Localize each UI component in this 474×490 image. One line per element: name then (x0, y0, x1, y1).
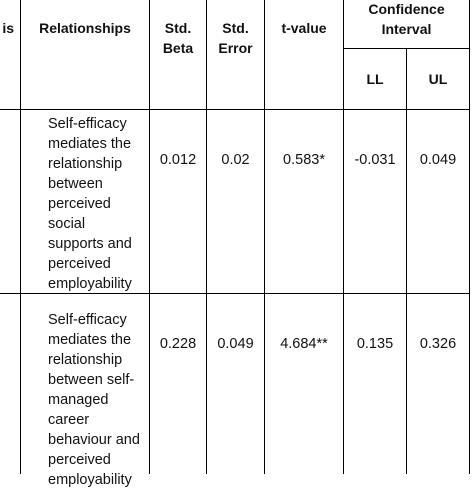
row-divider (0, 293, 470, 294)
row-2-ul-text: 0.326 (419, 336, 457, 352)
row-2-t-value-text: 4.684** (280, 336, 328, 352)
header-relationships-text: Relationships (39, 19, 131, 36)
header-hypothesis-text: is (2, 19, 14, 36)
header-confidence-interval: Confidence Interval (344, 0, 469, 42)
row-divider (343, 48, 470, 49)
header-std-beta: Std. Beta (150, 10, 206, 66)
row-2-ll-text: 0.135 (356, 336, 394, 352)
header-std-error: Std. Error (207, 10, 264, 66)
row-1-ul-text: 0.049 (419, 152, 457, 168)
header-t-value: t-value (265, 0, 343, 55)
col-divider (469, 0, 470, 474)
table-row-2-std-error: 0.049 (207, 294, 264, 394)
table-row-2-t-value: 4.684** (265, 294, 343, 394)
row-2-std-beta-text: 0.228 (159, 336, 197, 352)
table-row-2-std-beta: 0.228 (150, 294, 206, 394)
row-1-std-error-text: 0.02 (221, 152, 250, 168)
table-row-1-t-value: 0.583* (265, 110, 343, 210)
col-divider (206, 0, 207, 474)
col-divider (406, 48, 407, 474)
table-row-1-std-error: 0.02 (207, 110, 264, 210)
header-ll-text: LL (366, 71, 384, 87)
row-2-relationship-text: Self-efficacy mediates the relationship … (48, 312, 140, 488)
table-row-1-ul: 0.049 (407, 110, 469, 210)
col-divider (20, 0, 21, 474)
table-row-2-ll: 0.135 (344, 294, 406, 394)
row-2-std-error-text: 0.049 (217, 336, 254, 352)
header-relationships: Relationships (21, 0, 149, 55)
table-row-1-std-beta: 0.012 (150, 110, 206, 210)
table-row-1-relationship: Self-efficacy mediates the relationship … (21, 110, 149, 293)
row-1-ll-text: -0.031 (354, 152, 396, 168)
col-divider (149, 0, 150, 474)
header-t-value-text: t-value (281, 19, 327, 36)
header-ul: UL (407, 49, 469, 109)
header-hypothesis: is (0, 0, 20, 55)
header-ll: LL (344, 49, 406, 109)
col-divider (264, 0, 265, 474)
col-divider (343, 0, 344, 474)
table-row-1-ll: -0.031 (344, 110, 406, 210)
row-1-std-beta-text: 0.012 (159, 152, 197, 168)
row-1-t-value-text: 0.583* (283, 152, 325, 168)
table-row-2-ul: 0.326 (407, 294, 469, 394)
table-row-2-relationship: Self-efficacy mediates the relationship … (21, 310, 149, 488)
header-confidence-interval-text: Confidence Interval (368, 1, 445, 37)
header-ul-text: UL (428, 71, 448, 87)
header-std-error-text: Std. Error (218, 20, 253, 56)
header-std-beta-text: Std. Beta (162, 20, 194, 56)
row-divider (0, 109, 470, 110)
row-1-relationship-text: Self-efficacy mediates the relationship … (48, 115, 132, 292)
